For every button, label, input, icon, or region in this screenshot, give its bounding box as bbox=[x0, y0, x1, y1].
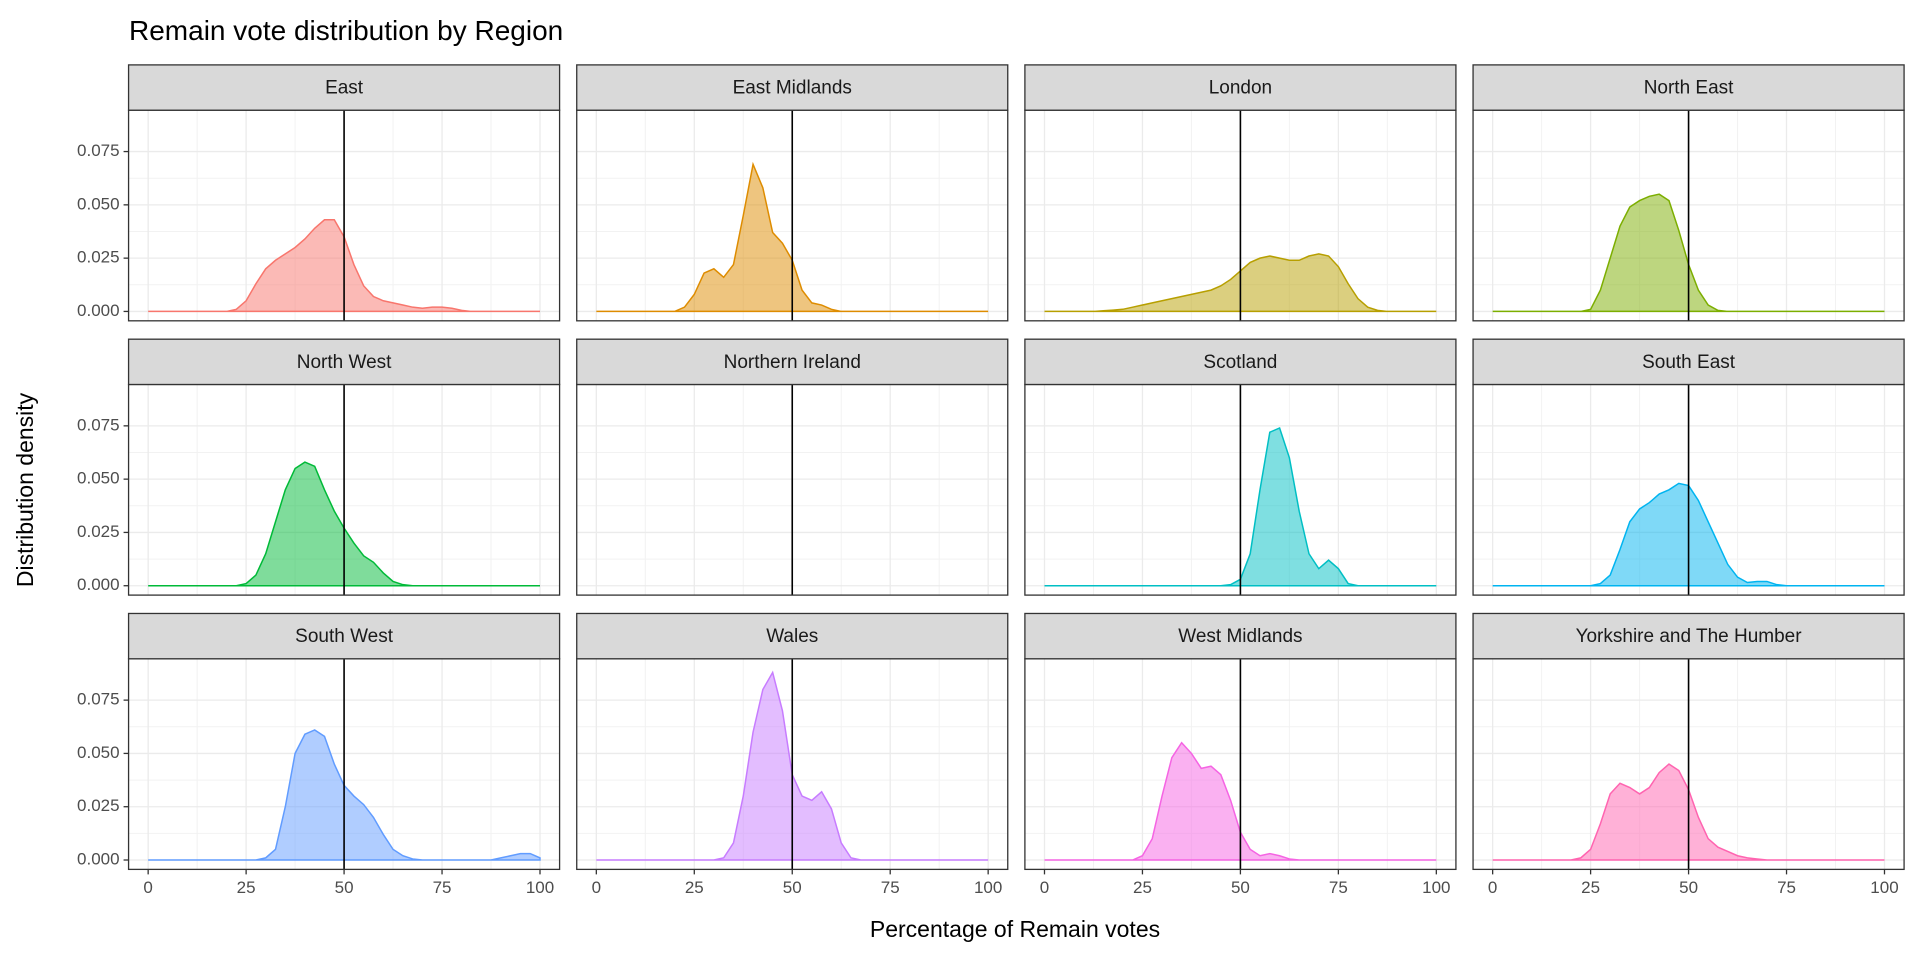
strip bbox=[576, 338, 1009, 386]
y-axis-label: Distribution density bbox=[12, 392, 38, 587]
strip-label: Yorkshire and The Humber bbox=[1576, 626, 1803, 647]
strip bbox=[127, 338, 561, 386]
strip bbox=[1024, 64, 1457, 111]
strip-label: London bbox=[1209, 78, 1272, 99]
strip bbox=[1472, 64, 1905, 111]
chart-title: Remain vote distribution by Region bbox=[129, 15, 563, 46]
x-tick-label: 100 bbox=[1422, 878, 1450, 897]
y-tick-label: 0.000 bbox=[77, 575, 120, 594]
x-tick-label: 25 bbox=[1133, 878, 1152, 897]
x-tick-label: 25 bbox=[685, 878, 704, 897]
x-tick-label: 25 bbox=[1581, 878, 1600, 897]
strip-label: West Midlands bbox=[1178, 626, 1302, 647]
y-tick-label: 0.025 bbox=[77, 796, 120, 815]
x-tick-label: 100 bbox=[526, 878, 554, 897]
x-tick-label: 0 bbox=[1488, 878, 1497, 897]
y-tick-label: 0.000 bbox=[77, 849, 120, 868]
density-area bbox=[1044, 426, 1437, 587]
strip-label: East Midlands bbox=[733, 78, 852, 99]
strip bbox=[576, 64, 1009, 111]
strip bbox=[127, 64, 561, 111]
x-tick-label: 75 bbox=[1777, 878, 1796, 897]
x-tick-label: 25 bbox=[237, 878, 256, 897]
strip-label: Scotland bbox=[1203, 352, 1277, 373]
strip bbox=[1472, 612, 1905, 660]
x-tick-label: 50 bbox=[783, 878, 802, 897]
y-tick-label: 0.075 bbox=[77, 415, 120, 434]
x-tick-label: 100 bbox=[1870, 878, 1898, 897]
strip-label: North East bbox=[1644, 78, 1734, 99]
y-tick-label: 0.075 bbox=[77, 690, 120, 709]
y-tick-label: 0.050 bbox=[77, 469, 120, 488]
strip-label: North West bbox=[297, 352, 392, 373]
x-tick-label: 0 bbox=[592, 878, 601, 897]
y-tick-label: 0.000 bbox=[77, 301, 120, 320]
y-tick-label: 0.025 bbox=[77, 522, 120, 541]
y-tick-label: 0.025 bbox=[77, 248, 120, 267]
x-tick-label: 50 bbox=[1231, 878, 1250, 897]
y-tick-label: 0.075 bbox=[77, 141, 120, 160]
strip-label: South East bbox=[1642, 352, 1736, 373]
strip-label: East bbox=[325, 78, 364, 99]
x-tick-label: 75 bbox=[1329, 878, 1348, 897]
strip-label: South West bbox=[295, 626, 394, 647]
strip bbox=[127, 612, 561, 660]
x-tick-label: 75 bbox=[433, 878, 452, 897]
x-tick-label: 0 bbox=[1040, 878, 1049, 897]
strip-label: Wales bbox=[766, 626, 818, 647]
x-tick-label: 75 bbox=[881, 878, 900, 897]
y-tick-label: 0.050 bbox=[77, 194, 120, 213]
x-tick-label: 100 bbox=[974, 878, 1002, 897]
strip bbox=[1024, 612, 1457, 660]
strip bbox=[1472, 338, 1905, 386]
x-tick-label: 50 bbox=[1679, 878, 1698, 897]
x-tick-label: 0 bbox=[143, 878, 152, 897]
x-tick-label: 50 bbox=[335, 878, 354, 897]
y-tick-label: 0.050 bbox=[77, 743, 120, 762]
strip bbox=[576, 612, 1009, 660]
x-axis-label: Percentage of Remain votes bbox=[870, 916, 1160, 942]
strip-label: Northern Ireland bbox=[724, 352, 861, 373]
strip bbox=[1024, 338, 1457, 386]
